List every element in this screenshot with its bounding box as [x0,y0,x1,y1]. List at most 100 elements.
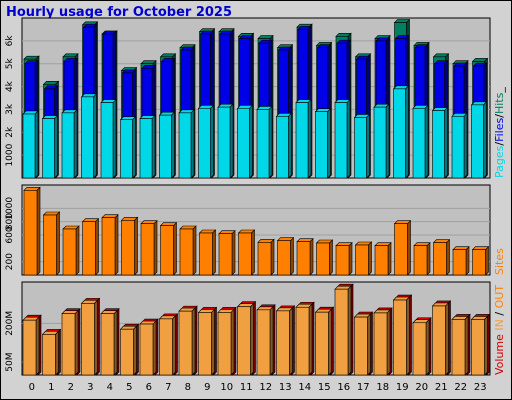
x-tick-label: 0 [29,382,35,393]
bar-volume-in-19-side [406,296,410,376]
bar-volume-in-12 [256,309,271,376]
bar-sites-2 [62,228,77,276]
bar-pages-1-side [54,114,58,179]
bar-sites-4 [101,217,116,276]
bar-volume-in-12-side [269,306,274,376]
bar-sites-17 [355,244,369,276]
bar-sites-17-side [368,241,372,276]
bar-volume-in-2-side [74,309,79,376]
bar-sites-9-side [212,229,216,276]
x-tick-label: 12 [259,382,272,393]
bar-pages-0 [22,113,36,179]
bar-sites-3 [82,221,96,276]
bar-volume-in-10-side [230,308,235,376]
bar-volume-in-14-side [308,303,313,376]
x-tick-label: 13 [279,382,292,393]
bar-volume-in-15 [315,311,329,376]
bar-sites-18 [374,245,389,276]
bar-volume-in-7 [159,318,173,376]
bar-sites-0 [23,190,38,276]
bar-sites-14-side [309,237,314,276]
bar-pages-8 [178,112,192,179]
bar-volume-in-17-side [367,313,371,376]
y-tick-label: 800 [5,213,15,230]
bar-volume-in-0-side [35,316,40,376]
bar-pages-15-side [327,107,331,179]
bar-pages-2-side [73,109,78,179]
bar-pages-21 [432,110,445,179]
bar-volume-in-5 [120,328,134,376]
bar-sites-15-side [329,239,333,276]
bar-sites-4-side [114,213,119,276]
bar-volume-in-4 [100,313,115,376]
y-tick-label: 200M [5,311,15,336]
bar-pages-12 [256,109,270,179]
bar-volume-in-1 [42,334,56,376]
legend-pages-files-hits-part: Hits [493,92,506,114]
bar-pages-8-side [190,109,195,179]
x-tick-label: 5 [126,382,132,393]
bar-volume-in-0 [22,319,37,376]
bar-pages-5 [120,119,133,179]
bar-sites-21-side [446,238,450,276]
bar-volume-in-16 [334,288,349,376]
x-tick-label: 7 [165,382,171,393]
x-tick-label: 19 [396,382,409,393]
bar-pages-19-side [405,85,409,179]
bar-pages-5-side [132,115,136,179]
bar-sites-23 [472,249,486,276]
y-tick-label: 3k [5,103,15,115]
bar-pages-21-side [444,106,448,179]
bar-volume-in-17 [354,316,368,376]
legend-volume-part: Volume [493,331,506,375]
bar-sites-13-side [290,236,294,276]
bar-volume-in-18-side [386,309,391,376]
bar-pages-20 [412,107,426,179]
bar-volume-in-20 [412,322,427,376]
legend-sites-part: Sites [493,248,506,275]
bar-sites-7 [160,225,174,276]
bar-sites-18-side [387,241,392,276]
bar-sites-13 [277,240,291,276]
bar-volume-in-3-side [94,299,98,376]
bar-pages-13 [276,115,289,179]
bar-sites-0-side [36,186,41,276]
legend-sites: Sites [493,248,506,275]
y-tick-label: 200 [5,253,15,270]
bar-sites-7-side [173,221,177,276]
bar-volume-in-22-side [464,315,469,376]
bar-pages-20-side [424,104,429,179]
legend-volume: Volume IN / OUT [493,285,506,375]
bar-pages-10-side [229,103,234,179]
bar-sites-10-side [231,229,236,276]
y-tick-label: 1000 [5,197,15,220]
x-tick-label: 3 [87,382,93,393]
bar-sites-16 [335,245,350,276]
bar-sites-20 [413,245,428,276]
legend-pages-files-hits-part: _ [493,87,506,94]
x-tick-label: 1 [48,382,54,393]
bar-sites-19 [394,223,408,276]
bar-volume-in-3 [81,303,95,376]
y-tick-label: 6k [5,35,15,47]
legend-pages-files-hits-part: / [493,142,506,146]
bar-volume-in-11-side [250,303,254,376]
bar-pages-17-side [366,113,370,179]
x-tick-label: 22 [454,382,467,393]
bar-pages-1 [42,118,55,179]
bar-volume-in-8-side [191,307,196,376]
bar-volume-in-5-side [133,325,137,376]
bar-pages-23 [471,104,484,179]
bar-pages-18-side [385,103,390,179]
bar-sites-1 [43,214,57,276]
bar-sites-8-side [192,225,197,276]
bar-volume-in-13 [276,310,290,376]
bar-pages-4 [100,102,114,179]
bar-sites-6 [140,223,155,276]
bar-volume-in-21-side [445,302,449,376]
bar-sites-11-side [251,229,255,276]
bar-volume-in-16-side [347,285,352,376]
x-tick-label: 4 [107,382,113,393]
x-tick-label: 21 [435,382,448,393]
